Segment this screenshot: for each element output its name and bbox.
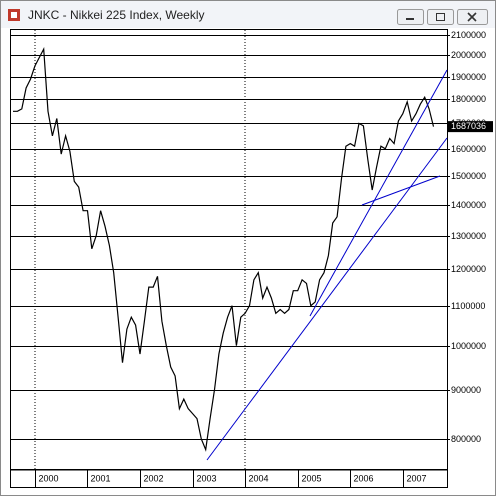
y-tick-label: 1800000 bbox=[451, 94, 486, 104]
x-tick-label: 2007 bbox=[407, 473, 427, 483]
grid bbox=[10, 35, 447, 440]
axis-labels: 800000 900000 1000000 1100000 1200000 1300000… bbox=[35, 30, 493, 487]
current-price-label: 1687036 bbox=[451, 121, 486, 131]
y-tick-label: 1900000 bbox=[451, 72, 486, 82]
trend-line bbox=[309, 69, 448, 317]
y-tick-label: 900000 bbox=[451, 385, 481, 395]
maximize-glyph bbox=[436, 13, 445, 21]
y-tick-label: 1300000 bbox=[451, 231, 486, 241]
y-tick-label: 800000 bbox=[451, 434, 481, 444]
trend-line bbox=[206, 137, 448, 461]
y-tick-label: 1600000 bbox=[451, 144, 486, 154]
y-tick-label: 1200000 bbox=[451, 264, 486, 274]
app-icon-inner bbox=[11, 12, 17, 18]
price-line bbox=[13, 46, 435, 452]
y-tick-label: 1100000 bbox=[451, 301, 485, 311]
x-tick-label: 2006 bbox=[354, 473, 374, 483]
y-tick-label: 1400000 bbox=[451, 200, 486, 210]
y-tick-label: 2000000 bbox=[451, 50, 486, 60]
x-tick-label: 2004 bbox=[249, 473, 269, 483]
x-tick-label: 2005 bbox=[302, 473, 322, 483]
close-glyph bbox=[467, 12, 477, 22]
current-price-box bbox=[448, 121, 493, 133]
plot-area bbox=[10, 29, 448, 470]
x-tick-label: 2000 bbox=[39, 473, 59, 483]
x-tick-label: 2001 bbox=[91, 473, 111, 483]
y-tick-label: 1000000 bbox=[451, 341, 486, 351]
minimize-button[interactable] bbox=[397, 9, 424, 25]
window-buttons bbox=[397, 9, 488, 25]
y-tick-label: 2100000 bbox=[451, 30, 486, 40]
trend-lines bbox=[206, 69, 448, 461]
x-tick-label: 2002 bbox=[144, 473, 164, 483]
x-tick-label: 2003 bbox=[197, 473, 217, 483]
series bbox=[13, 46, 435, 452]
maximize-button[interactable] bbox=[427, 9, 454, 25]
trend-line bbox=[361, 175, 441, 206]
y-tick-label: 1500000 bbox=[451, 171, 486, 181]
window-title: JNKC - Nikkei 225 Index, Weekly bbox=[28, 8, 205, 22]
